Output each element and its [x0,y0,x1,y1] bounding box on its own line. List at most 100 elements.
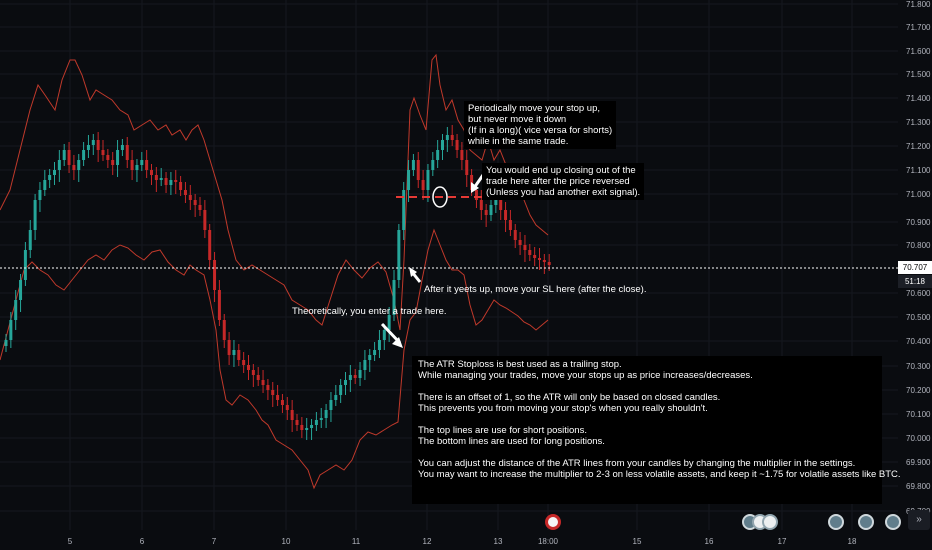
event-icon[interactable] [545,514,561,530]
price-axis-label: 70.300 [906,362,931,371]
candle-body [266,385,270,390]
time-axis-label: 5 [68,537,73,546]
time-axis-label: 11 [352,537,361,546]
event-icon[interactable] [885,514,901,530]
candle-body [421,180,425,190]
price-axis-label: 69.900 [906,458,931,467]
candle-body [353,375,357,378]
candle-body [4,340,8,346]
current-price-tag: 70.707 [898,261,932,274]
candle-body [387,315,391,330]
candle-body [193,200,197,205]
candle-body [9,320,13,340]
candle-body [508,220,512,230]
candle-body [363,360,367,370]
candle-body [237,350,241,360]
move-sl-annotation[interactable]: After it yeets up, move your SL here (af… [424,284,647,295]
candle-body [310,425,314,428]
candle-body [154,175,158,180]
candle-body [339,385,343,395]
price-axis-label: 69.800 [906,482,931,491]
arrow-down-icon [471,174,485,193]
candle-body [125,145,129,160]
candle-body [77,160,81,170]
candle-body [261,380,265,385]
arrow-down-right-icon [380,322,403,348]
candle-body [504,210,508,220]
candle-body [407,170,411,190]
candle-body [416,160,420,180]
candle-body [106,155,110,160]
candle-body [213,260,217,290]
candle-body [48,175,52,180]
scroll-to-realtime-button[interactable]: » [908,510,930,530]
entry-annotation[interactable]: Theoretically, you enter a trade here. [292,306,447,317]
event-icon[interactable] [762,514,778,530]
candle-body [538,258,541,260]
atr-lower-line [0,228,549,490]
candle-body [436,150,440,160]
candle-body [53,170,56,175]
price-axis-label: 71.300 [906,118,931,127]
candle-body [441,140,444,150]
price-axis-label: 70.000 [906,434,931,443]
candle-body [256,375,260,380]
candle-body [247,365,250,370]
candle-body [130,160,134,170]
candle-body [533,255,537,258]
time-axis[interactable]: 5 6 7 10 11 12 13 18:00 15 16 17 18 [68,537,857,546]
candle-body [319,418,323,420]
time-axis-label: 6 [140,537,145,546]
price-axis-label: 71.600 [906,47,931,56]
arrow-up-left-icon [409,267,422,283]
candle-body [528,250,532,255]
candle-body [242,360,246,365]
price-axis-label: 71.800 [906,0,931,9]
candle-body [72,165,76,170]
candle-body [300,425,304,430]
price-axis-label: 71.700 [906,23,931,32]
candle-body [465,160,469,175]
candle-body [111,160,115,165]
candle-body [290,410,294,420]
candle-body [542,260,546,262]
candle-body [523,245,527,250]
candle-body [164,178,168,185]
candle-body [382,330,386,340]
candle-body [314,420,318,425]
candle-body [484,210,488,215]
candle-body [271,390,275,395]
price-axis-label: 71.000 [906,190,931,199]
candle-body [188,195,192,200]
candle-body [358,370,362,378]
time-axis-label: 18:00 [538,537,559,546]
candle-body [91,140,95,145]
trailing-stop-annotation[interactable]: Periodically move your stop up, but neve… [464,101,617,149]
candle-body [135,165,139,170]
candle-body [43,180,47,190]
candle-body [208,230,212,260]
candle-body [489,205,493,215]
price-axis[interactable]: 71.800 71.700 71.600 71.500 71.400 71.300 71.2… [906,0,931,516]
candle-body [280,400,284,405]
candle-body [62,150,66,160]
event-icon[interactable] [828,514,844,530]
candle-body [145,160,149,170]
exit-annotation[interactable]: You would end up closing out of the trad… [482,163,645,200]
atr-info-box[interactable]: The ATR Stoploss is best used as a trail… [412,356,901,504]
candle-body [344,380,347,385]
candle-body [120,145,124,150]
candle-body [513,230,517,240]
candle-body [368,355,372,360]
candle-body [499,200,503,210]
candle-body [183,190,187,195]
event-icon[interactable] [858,514,874,530]
candle-body [474,190,478,200]
time-axis-label: 18 [848,537,857,546]
candle-body [38,190,42,200]
candle-body [431,160,435,170]
candle-body [547,262,551,265]
candle-body [169,180,173,185]
price-axis-label: 71.500 [906,70,931,79]
